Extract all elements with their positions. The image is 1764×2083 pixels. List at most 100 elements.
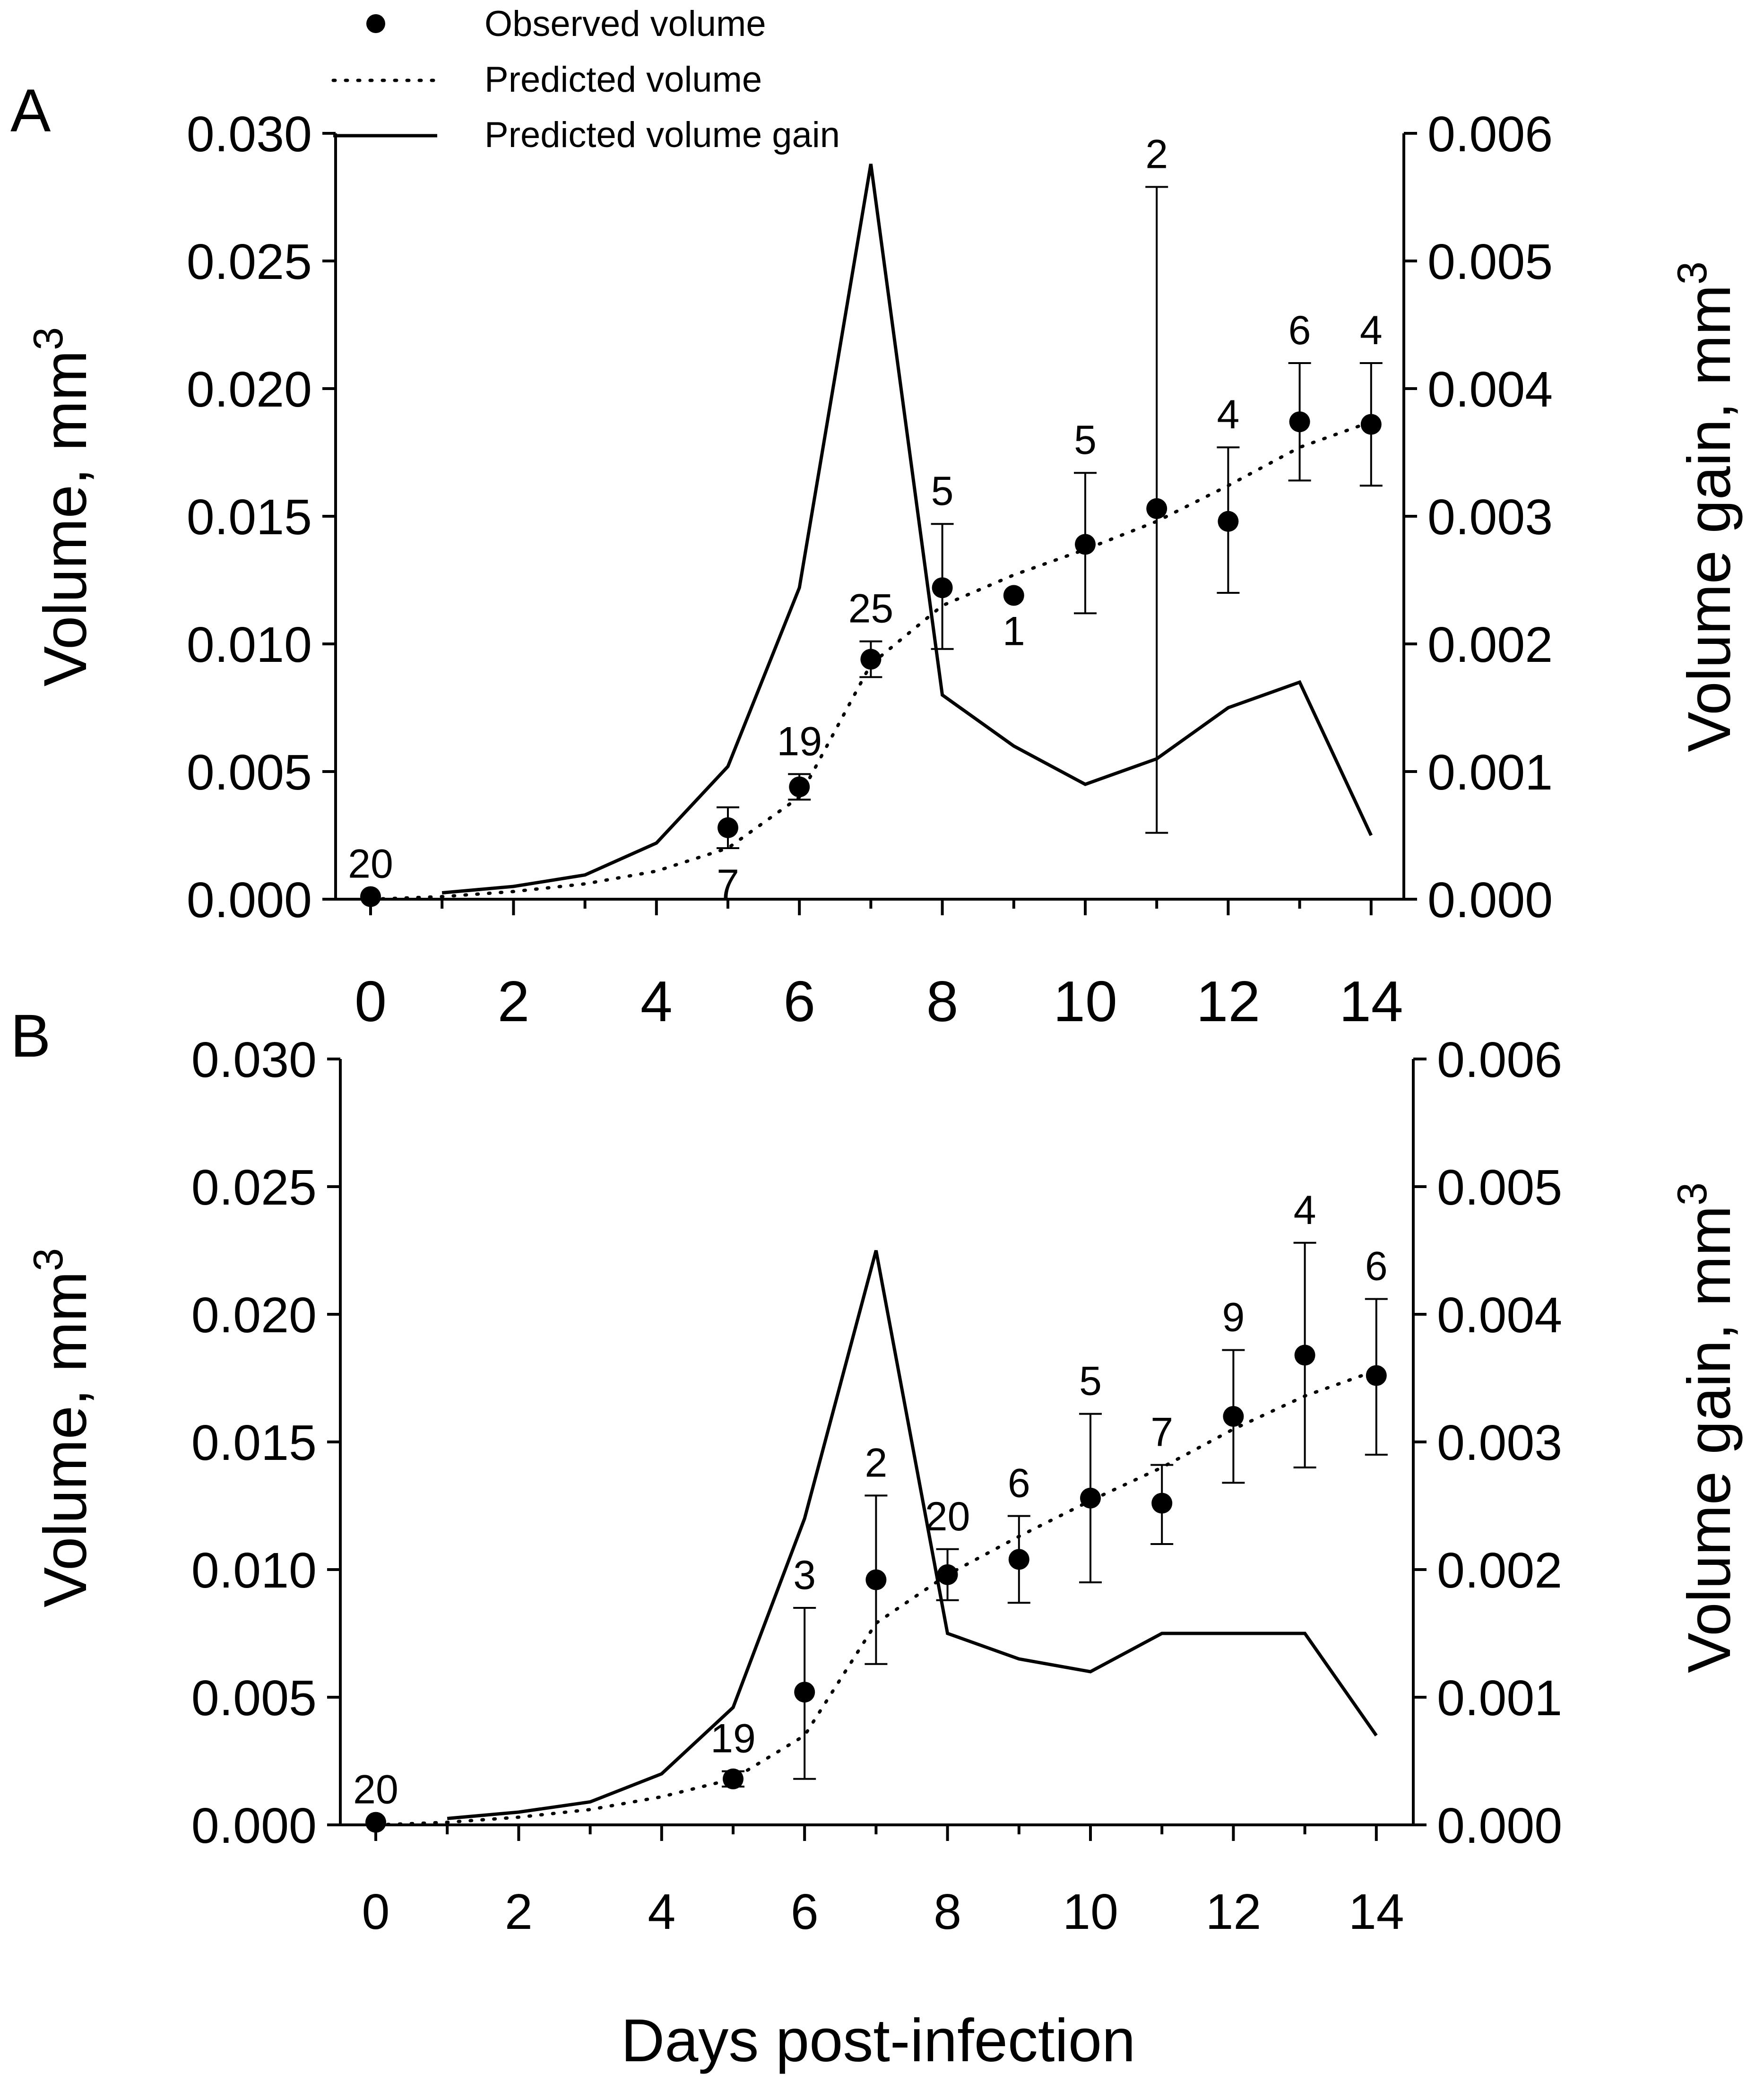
panel-b-sample-size-label: 3 <box>793 1553 816 1598</box>
panel-b-observed-point <box>1008 1549 1029 1570</box>
panel-a-left-axis-title-exponent: 3 <box>25 327 71 350</box>
panel-a: A 0.0000.0050.0100.0150.0200.0250.0300.0… <box>10 77 1743 1033</box>
panel-b-left-tick-label: 0.025 <box>191 1160 317 1215</box>
panel-b-left-tick-label: 0.000 <box>191 1798 317 1854</box>
panel-a-right-tick-label: 0.002 <box>1427 617 1553 673</box>
panel-a-sample-size-label: 25 <box>848 586 894 632</box>
panel-a-observed-point <box>1075 534 1096 555</box>
panel-b-observed-point <box>794 1682 815 1703</box>
panel-a-observed-point <box>1146 498 1167 519</box>
panel-a-observed-point <box>1360 414 1382 435</box>
panel-a-observed-point <box>1003 585 1024 606</box>
panel-a-observed-point <box>718 817 738 838</box>
panel-b-gain-line <box>447 1250 1378 1820</box>
panel-b-observed-point <box>1366 1365 1387 1386</box>
panel-b-right-tick-label: 0.004 <box>1437 1287 1562 1343</box>
panel-b-x-tick-label: 0 <box>362 1884 390 1940</box>
panel-b-axes: 0.000 0.005 0.010 0.015 0.020 0.025 0.030 0.000… <box>191 1032 1563 1940</box>
panel-a-letter: A <box>10 77 51 145</box>
panel-a-observed-point <box>360 886 381 907</box>
legend-label-predicted-volume: Predicted volume <box>484 60 762 100</box>
panel-b-sample-size-label: 2 <box>865 1440 887 1485</box>
panel-b-predicted-gain-series <box>447 1250 1378 1820</box>
panel-b-sample-size-label: 4 <box>1294 1188 1316 1233</box>
panel-a-x-tick-label: 8 <box>926 969 959 1033</box>
panel-b-right-axis-title-text: Volume gain, mm <box>1676 1206 1743 1673</box>
panel-b-x-tick-label: 14 <box>1349 1884 1404 1940</box>
panel-a-observed-point <box>932 577 953 599</box>
panel-b-sample-size-label: 9 <box>1222 1295 1245 1340</box>
panel-b-x-tick-label: 4 <box>648 1884 675 1940</box>
panel-b-right-axis-title-exponent: 3 <box>1669 1182 1715 1206</box>
panel-b-sample-size-label: 6 <box>1008 1461 1030 1506</box>
panel-a-sample-size-label: 5 <box>1074 417 1097 463</box>
panel-b-letter: B <box>10 1002 51 1070</box>
legend: Observed volume Predicted volume Predict… <box>331 4 840 155</box>
panel-a-sample-size-label: 19 <box>777 719 822 764</box>
panel-a-left-tick-label: 0.000 <box>187 872 312 928</box>
panel-b-sample-size-label: 20 <box>925 1494 970 1539</box>
panel-a-sample-size-label: 2 <box>1145 131 1168 177</box>
panel-b-right-tick-label: 0.005 <box>1437 1160 1562 1215</box>
panel-b-right-tick-label: 0.002 <box>1437 1543 1562 1598</box>
panel-a-observed-points: 20 7 19 25 5 1 5 2 4 6 4 <box>348 131 1383 907</box>
panel-a-right-tick-label: 0.003 <box>1427 489 1553 545</box>
panel-a-left-tick-label: 0.015 <box>187 489 312 545</box>
panel-a-right-tick-label: 0.005 <box>1427 234 1553 290</box>
panel-a-right-tick-label: 0.004 <box>1427 362 1553 417</box>
panel-a-sample-size-label: 4 <box>1217 392 1239 437</box>
panel-a-left-tick-label: 0.005 <box>187 745 312 800</box>
panel-b-observed-points: 20 19 3 2 20 6 5 7 9 4 6 <box>353 1188 1388 1833</box>
panel-b-right-tick-label: 0.001 <box>1437 1670 1562 1726</box>
panel-a-x-tick-label: 14 <box>1339 969 1403 1033</box>
panel-a-left-axis-title-text: Volume, mm <box>32 350 99 686</box>
panel-a-axes: 0.000 0.005 0.010 0.015 0.020 0.025 0.030 0.000… <box>187 106 1553 1033</box>
panel-a-x-tick-label: 2 <box>497 969 529 1033</box>
panel-b-right-tick-label: 0.003 <box>1437 1415 1562 1471</box>
panel-b-right-tick-label: 0.006 <box>1437 1032 1562 1088</box>
legend-marker-observed <box>366 14 385 33</box>
panel-a-right-axis-title-exponent: 3 <box>1669 261 1715 285</box>
panel-b-x-tick-label: 6 <box>791 1884 819 1940</box>
panel-b-observed-point <box>1223 1406 1244 1427</box>
panel-b-left-axis-title: Volume, mm3 <box>25 1248 99 1607</box>
panel-b-observed-point <box>1294 1345 1315 1366</box>
panel-b-left-tick-label: 0.005 <box>191 1670 317 1726</box>
panel-b-left-tick-label: 0.015 <box>191 1415 317 1471</box>
panel-a-observed-point <box>789 776 810 798</box>
panel-a-sample-size-label: 7 <box>717 861 739 907</box>
panel-a-sample-size-label: 20 <box>348 842 393 887</box>
panel-a-sample-size-label: 1 <box>1003 608 1025 654</box>
panel-a-x-tick-label: 10 <box>1053 969 1117 1033</box>
panel-b-sample-size-label: 7 <box>1150 1410 1173 1455</box>
panel-b-observed-point <box>723 1768 744 1789</box>
panel-b-x-tick-label: 12 <box>1205 1884 1261 1940</box>
legend-label-predicted-gain: Predicted volume gain <box>484 115 840 155</box>
panel-a-observed-point <box>860 649 882 670</box>
panel-a-right-tick-label: 0.000 <box>1427 872 1553 928</box>
panel-b-left-axis-title-text: Volume, mm <box>32 1271 99 1607</box>
panel-a-gain-line <box>441 164 1373 894</box>
x-axis-title: Days post-infection <box>621 2007 1136 2074</box>
panel-b-observed-point <box>937 1564 958 1585</box>
panel-a-left-tick-label: 0.020 <box>187 362 312 417</box>
panel-a-right-axis-title-text: Volume gain, mm <box>1676 285 1743 752</box>
panel-a-x-tick-label: 4 <box>640 969 673 1033</box>
panel-a-observed-point <box>1289 411 1310 433</box>
panel-b-observed-point <box>1151 1493 1173 1514</box>
panel-b-left-tick-label: 0.030 <box>191 1032 317 1088</box>
panel-b-observed-point <box>865 1569 887 1590</box>
panel-b-left-axis-title-exponent: 3 <box>25 1248 71 1271</box>
panel-b-right-axis-title: Volume gain, mm3 <box>1669 1182 1743 1673</box>
panel-a-left-tick-label: 0.025 <box>187 234 312 290</box>
panel-b-observed-point <box>365 1812 386 1833</box>
panel-b-left-tick-label: 0.010 <box>191 1543 317 1598</box>
panel-b-x-tick-label: 2 <box>505 1884 533 1940</box>
panel-a-right-axis-title: Volume gain, mm3 <box>1669 261 1743 752</box>
panel-b-right-tick-label: 0.000 <box>1437 1798 1562 1854</box>
panel-b: B 0.0000.0050.0100.0150.0200.0250.0300.0… <box>10 1002 1743 1940</box>
panel-a-left-axis-title: Volume, mm3 <box>25 327 99 686</box>
panel-a-left-tick-label: 0.030 <box>187 106 312 162</box>
panel-b-sample-size-label: 20 <box>353 1767 398 1813</box>
panel-a-x-tick-label: 12 <box>1196 969 1261 1033</box>
